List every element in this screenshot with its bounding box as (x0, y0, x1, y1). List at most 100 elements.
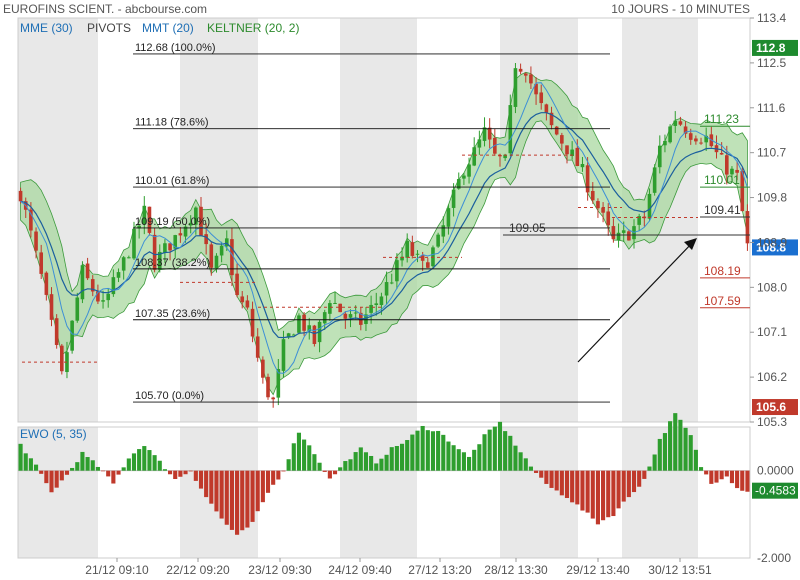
candle-body (673, 120, 678, 126)
ewo-bar (162, 469, 167, 471)
pivot-label-0: 111.23 (704, 112, 739, 126)
price-tick-label: 113.4 (757, 11, 786, 25)
candle-body (405, 240, 410, 258)
ewo-bar (384, 454, 389, 471)
ewo-bar (534, 470, 539, 473)
candle-body (178, 233, 183, 236)
ewo-bar (317, 462, 322, 471)
ewo-bar (688, 435, 693, 471)
time-tick-label: 21/12 09:10 (85, 563, 149, 577)
ewo-bar (173, 470, 178, 479)
candle-body (549, 112, 554, 126)
ewo-bar (286, 459, 291, 471)
price-tag-label-1: 108.8 (756, 240, 786, 254)
ewo-bar (116, 470, 121, 475)
candle-body (735, 169, 739, 173)
candle-body (441, 225, 446, 237)
candle-body (127, 257, 131, 259)
candle-body (266, 376, 270, 398)
ewo-bar (100, 470, 106, 472)
ewo-bar (451, 445, 456, 471)
mme-30-line (20, 112, 748, 339)
ewo-bar (523, 458, 528, 471)
ewo-bar (131, 453, 137, 471)
ewo-bar (461, 452, 466, 471)
ewo-panel: 0.0000 -2.000 -0.4583 (18, 413, 798, 565)
ewo-bar (549, 470, 554, 488)
ewo-bar (657, 438, 662, 471)
candle-body (343, 313, 348, 319)
ewo-bar (90, 460, 95, 471)
candle-body (694, 138, 698, 142)
ewo-bar (745, 470, 750, 492)
ewo-bar (719, 470, 724, 480)
fibonacci-levels: 112.68 (100.0%) 111.18 (78.6%) 110.01 (61.… (133, 42, 610, 403)
price-tag-0 (752, 39, 798, 56)
legend-mmt[interactable]: MMT (20) (142, 21, 194, 35)
price-tag-1 (752, 239, 798, 256)
candle-body (80, 265, 85, 300)
fib-label-0: 112.68 (100.0%) (135, 42, 216, 54)
candle-body (745, 211, 750, 244)
ewo-bar (544, 470, 549, 484)
candle-body (163, 243, 167, 254)
ewo-session-shade-1 (180, 427, 258, 558)
legend-pivots[interactable]: PIVOTS (87, 21, 131, 35)
ewo-last-tag (752, 482, 798, 499)
candle-body (147, 206, 152, 233)
ewo-bar (260, 470, 265, 503)
ewo-legend[interactable]: EWO (5, 35) (20, 427, 87, 441)
candle-body (328, 303, 332, 314)
ewo-bar (425, 430, 430, 471)
candle-body (209, 244, 214, 268)
candle-body (157, 251, 162, 270)
candle-body (111, 277, 116, 295)
ewo-bar (446, 441, 451, 471)
ewo-bar (492, 426, 497, 471)
ewo-bar (85, 457, 90, 471)
candle-body (395, 260, 399, 282)
candle-body (34, 231, 38, 251)
ewo-bar (152, 455, 157, 471)
candle-body (338, 303, 342, 313)
ewo-bar (668, 421, 673, 471)
ewo-bar (312, 454, 317, 471)
ewo-bar (343, 461, 348, 471)
candle-body (740, 170, 745, 212)
candle-body (348, 314, 353, 318)
candle-body (601, 207, 605, 213)
ewo-bar (374, 463, 379, 471)
candle-body (54, 318, 59, 345)
pivot-label-4: 108.19 (704, 264, 741, 278)
price-tick-label: 111.6 (757, 101, 786, 115)
legend-mme[interactable]: MME (30) (20, 21, 73, 35)
candle-body (307, 325, 312, 332)
ewo-bar (394, 446, 399, 471)
candle-body (730, 168, 734, 175)
candle-body (18, 190, 23, 202)
ewo-bar (647, 466, 652, 471)
ewo-bar (590, 470, 595, 519)
ewo-session-shade-0 (18, 427, 98, 558)
legend-keltner[interactable]: KELTNER (20, 2) (207, 21, 299, 35)
candle-body (39, 252, 44, 274)
candle-body (704, 135, 708, 143)
candle-body (616, 232, 621, 241)
candle-body (261, 359, 265, 378)
candle-body (606, 211, 611, 226)
candle-body (224, 238, 229, 247)
ewo-bar (322, 470, 327, 472)
price-tick-label: 110.7 (757, 146, 786, 160)
ewo-bar (302, 439, 307, 471)
ewo-bar (611, 470, 616, 517)
candle-body (374, 303, 379, 306)
candle-body (688, 133, 693, 140)
price-tag-label-2: 105.6 (756, 400, 786, 414)
candle-body (132, 228, 136, 259)
trend-arrow (577, 240, 695, 363)
candle-body (121, 257, 126, 271)
ewo-bar (528, 466, 533, 471)
candle-body (152, 234, 157, 270)
session-shade-2 (340, 18, 417, 422)
ewo-bar (245, 470, 250, 528)
